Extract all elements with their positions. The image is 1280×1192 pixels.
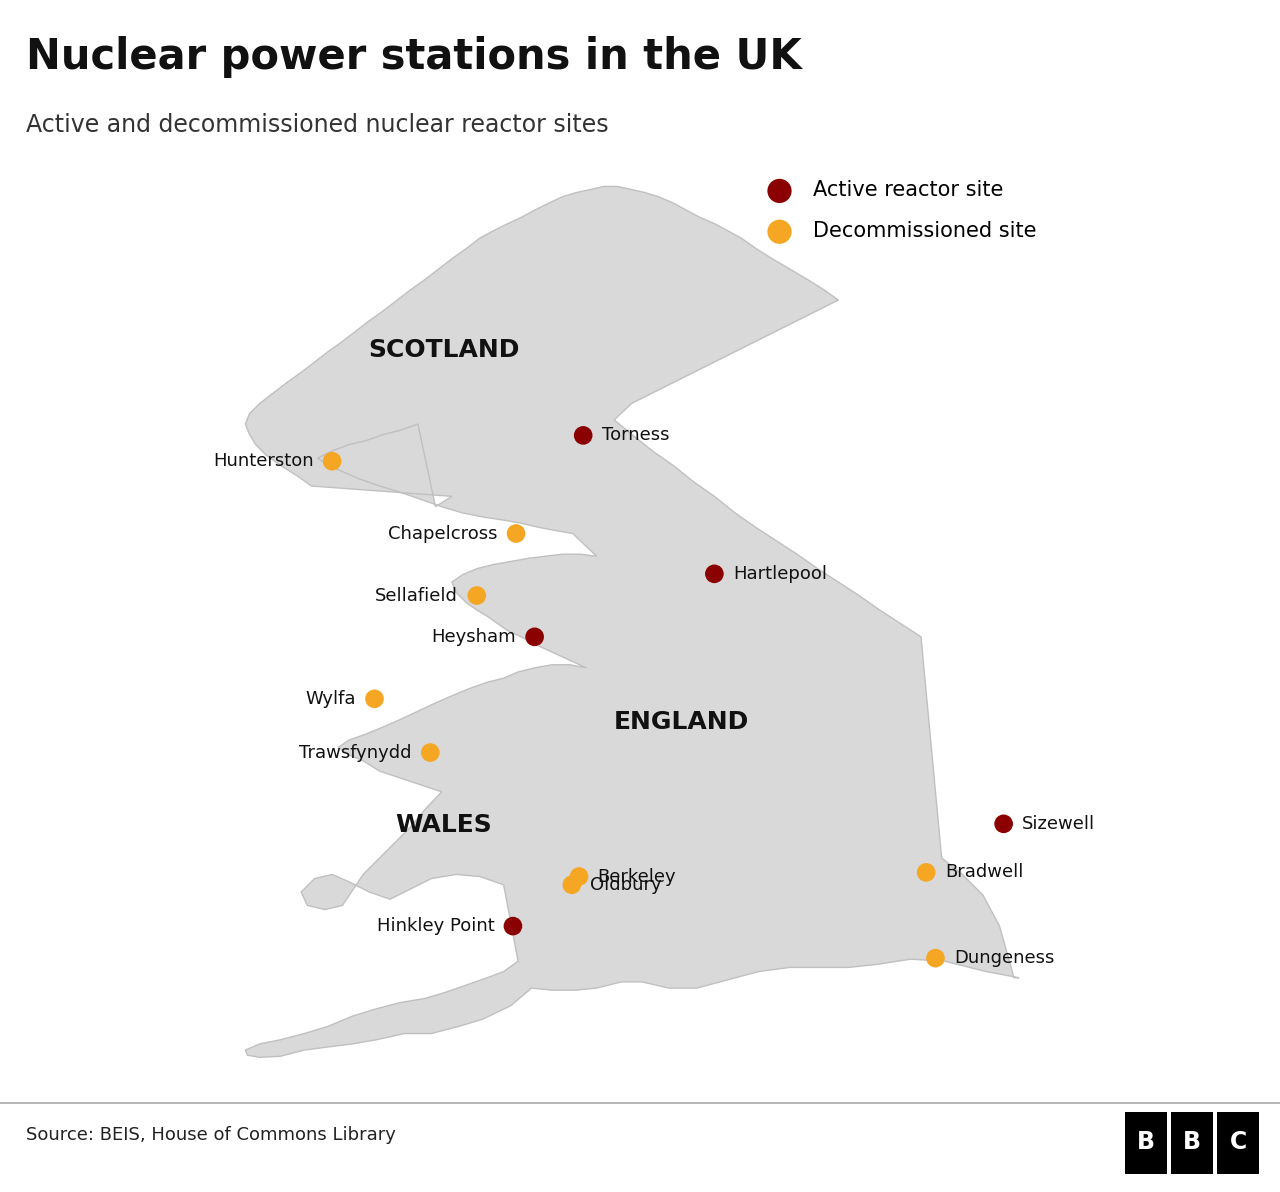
Point: [365, 689, 385, 708]
Text: Dungeness: Dungeness: [954, 949, 1055, 967]
Point: [562, 875, 582, 894]
Point: [466, 586, 486, 606]
Text: Chapelcross: Chapelcross: [388, 524, 498, 542]
Text: Torness: Torness: [602, 427, 669, 445]
Text: WALES: WALES: [396, 813, 492, 837]
Bar: [1217, 1112, 1260, 1174]
Point: [503, 917, 524, 936]
Text: Wylfa: Wylfa: [306, 690, 356, 708]
Point: [568, 867, 589, 886]
Point: [506, 524, 526, 544]
Bar: [1125, 1112, 1167, 1174]
Text: B: B: [1183, 1130, 1201, 1154]
Text: Active and decommissioned nuclear reactor sites: Active and decommissioned nuclear reacto…: [26, 113, 608, 137]
Point: [321, 452, 342, 471]
Text: C: C: [1230, 1130, 1247, 1154]
Text: Hinkley Point: Hinkley Point: [376, 917, 494, 935]
Point: [525, 627, 545, 646]
Text: Bradwell: Bradwell: [945, 863, 1023, 881]
Text: Sellafield: Sellafield: [375, 586, 458, 604]
Text: B: B: [1137, 1130, 1155, 1154]
Text: ENGLAND: ENGLAND: [613, 709, 749, 733]
Point: [573, 426, 594, 445]
Text: Heysham: Heysham: [431, 628, 516, 646]
Text: SCOTLAND: SCOTLAND: [369, 337, 520, 361]
Point: [925, 949, 946, 968]
Text: Trawsfynydd: Trawsfynydd: [300, 744, 412, 762]
Legend: Active reactor site, Decommissioned site: Active reactor site, Decommissioned site: [750, 172, 1044, 249]
Polygon shape: [246, 186, 1019, 1057]
Point: [916, 863, 937, 882]
Point: [704, 564, 724, 583]
Point: [420, 743, 440, 762]
Text: Hartlepool: Hartlepool: [733, 565, 827, 583]
Point: [993, 814, 1014, 833]
Text: Source: BEIS, House of Commons Library: Source: BEIS, House of Commons Library: [26, 1125, 396, 1144]
Bar: [1171, 1112, 1213, 1174]
Text: Berkeley: Berkeley: [598, 868, 676, 886]
Text: Oldbury: Oldbury: [590, 876, 662, 894]
Text: Hunterston: Hunterston: [212, 452, 314, 470]
Text: Nuclear power stations in the UK: Nuclear power stations in the UK: [26, 36, 801, 77]
Text: Sizewell: Sizewell: [1023, 815, 1096, 833]
